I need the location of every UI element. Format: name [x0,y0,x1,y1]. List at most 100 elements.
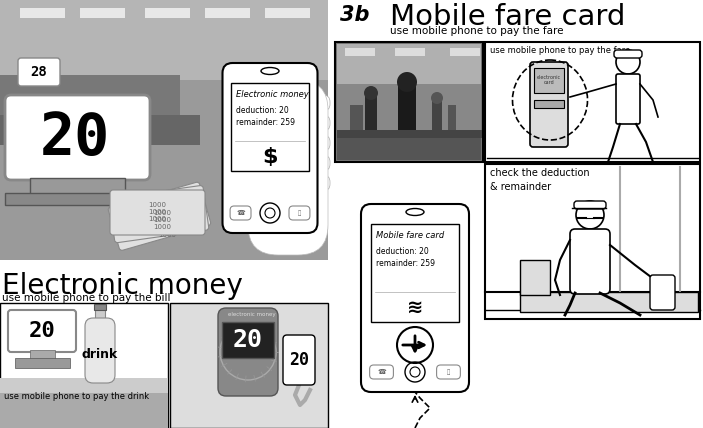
Bar [15,358,70,368]
FancyBboxPatch shape [437,365,460,379]
Bar [337,130,481,160]
Text: Mobile fare card: Mobile fare card [375,231,444,240]
FancyBboxPatch shape [308,155,330,171]
FancyBboxPatch shape [230,206,251,220]
Text: ☎: ☎ [377,369,386,375]
FancyBboxPatch shape [223,63,318,233]
Bar [534,68,564,93]
Bar [222,322,274,358]
Bar [337,130,482,138]
Bar [30,350,55,360]
Bar [448,105,456,130]
Text: drink: drink [82,348,118,362]
Text: 🔚: 🔚 [447,369,450,375]
Bar [0,378,168,393]
Text: Electronic money: Electronic money [2,272,243,300]
Bar [231,83,309,171]
Text: electronic money: electronic money [228,312,276,317]
Bar [5,193,150,205]
Bar [80,8,125,18]
Bar [0,303,168,428]
Bar [337,44,481,84]
Text: $: $ [262,147,278,167]
Text: use mobile phone to pay the fare: use mobile phone to pay the fare [390,26,564,36]
Bar [145,8,190,18]
Text: use mobile phone to pay the fare: use mobile phone to pay the fare [490,46,631,55]
Bar [30,178,125,196]
Bar [95,308,105,320]
Bar [370,224,459,322]
Bar [337,84,481,130]
Text: ≋: ≋ [407,298,423,317]
FancyBboxPatch shape [248,80,328,255]
Text: 1000
1000
1000: 1000 1000 1000 [153,210,171,230]
Text: use mobile phone to pay the bill: use mobile phone to pay the bill [2,293,171,303]
Bar [335,42,483,162]
Bar [205,8,250,18]
Bar [94,304,106,310]
FancyBboxPatch shape [308,95,330,111]
Bar [20,8,65,18]
FancyBboxPatch shape [108,182,211,250]
Bar [398,85,416,135]
Text: deduction: 20: deduction: 20 [236,106,289,115]
FancyBboxPatch shape [283,335,315,385]
Ellipse shape [406,208,424,216]
Text: 3b: 3b [340,5,370,25]
Bar [355,105,363,130]
Bar [395,48,425,56]
Bar [450,48,480,56]
Bar [365,95,377,133]
Circle shape [260,203,280,223]
Bar [350,105,358,130]
FancyBboxPatch shape [85,318,115,383]
Text: 1000
1000
1000: 1000 1000 1000 [148,202,166,222]
FancyBboxPatch shape [308,175,330,191]
Text: ☎: ☎ [236,210,245,216]
FancyBboxPatch shape [650,275,675,310]
FancyBboxPatch shape [5,95,150,180]
Text: 20: 20 [289,351,309,369]
FancyBboxPatch shape [218,308,278,396]
Circle shape [397,72,417,92]
Text: 🔚: 🔚 [298,210,301,216]
Bar [485,164,700,319]
Text: remainder: 259: remainder: 259 [375,259,434,268]
Bar [485,42,700,162]
Bar [0,393,168,428]
Bar [520,260,550,295]
Text: remainder: 259: remainder: 259 [236,118,295,127]
Bar [432,100,442,130]
Bar [0,0,328,80]
Circle shape [576,201,604,229]
Text: deduction: 20: deduction: 20 [375,247,428,256]
Text: use mobile phone to pay the drink: use mobile phone to pay the drink [4,392,149,401]
FancyBboxPatch shape [308,115,330,131]
Bar [520,292,698,312]
FancyBboxPatch shape [361,204,469,392]
Text: 20: 20 [29,321,56,341]
Text: 20: 20 [40,110,110,166]
Bar [170,303,328,428]
Text: Mobile fare card: Mobile fare card [390,3,626,31]
Circle shape [410,367,420,377]
Bar [265,8,310,18]
FancyBboxPatch shape [8,310,76,352]
Text: 20: 20 [233,328,263,352]
FancyBboxPatch shape [574,201,606,209]
Ellipse shape [261,68,279,74]
Circle shape [364,86,378,100]
FancyBboxPatch shape [616,74,640,124]
FancyBboxPatch shape [530,62,568,147]
FancyBboxPatch shape [370,365,394,379]
Circle shape [431,92,443,104]
Text: 1000
1000
1000: 1000 1000 1000 [158,218,176,238]
Text: Electronic money: Electronic money [236,90,309,99]
Bar [0,115,200,145]
Text: check the deduction
& remainder: check the deduction & remainder [490,168,590,192]
FancyBboxPatch shape [18,58,60,86]
Bar [345,48,375,56]
Circle shape [405,362,425,382]
FancyBboxPatch shape [110,190,205,235]
Circle shape [616,50,640,74]
